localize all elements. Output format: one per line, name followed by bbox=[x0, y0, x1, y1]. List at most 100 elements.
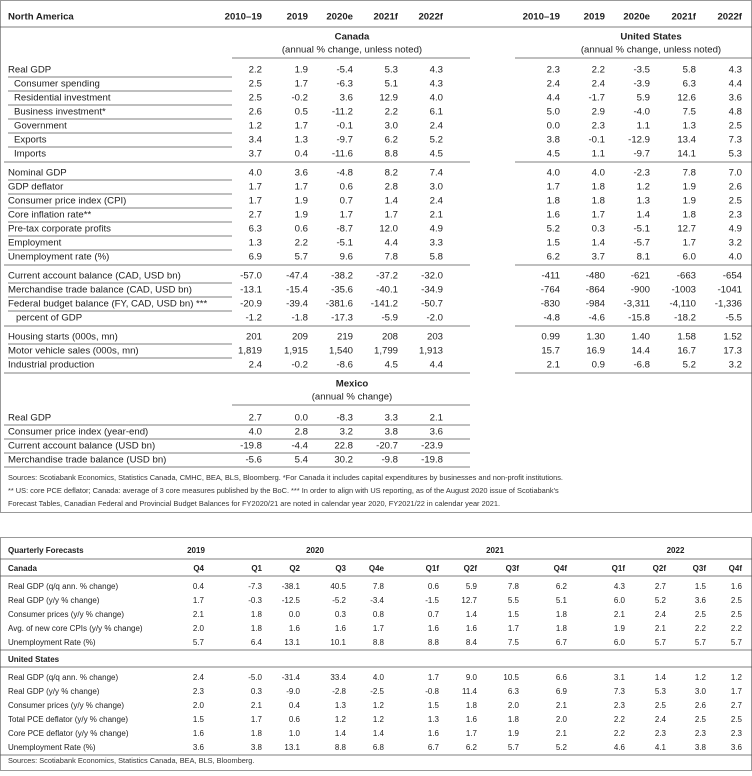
cell: -38.1 bbox=[282, 582, 301, 591]
row-label: Residential investment bbox=[14, 93, 111, 104]
cell: 4.4 bbox=[430, 360, 444, 371]
cell: -11.2 bbox=[332, 107, 353, 118]
cell: -8.7 bbox=[336, 224, 353, 235]
cell: -1.7 bbox=[588, 93, 605, 104]
cell: -480 bbox=[586, 271, 605, 282]
cell: 5.2 bbox=[547, 224, 560, 235]
cell: 1.7 bbox=[428, 673, 440, 682]
section-subtitle: (annual % change) bbox=[312, 392, 393, 403]
cell: 1.5 bbox=[428, 701, 440, 710]
cell: 2.4 bbox=[655, 715, 667, 724]
cell: 4.0 bbox=[592, 168, 605, 179]
row-label: Total PCE deflator (y/y % change) bbox=[8, 715, 128, 724]
cell: 2.2 bbox=[614, 729, 626, 738]
cell: 1.7 bbox=[385, 210, 398, 221]
cell: 3.2 bbox=[729, 238, 742, 249]
cell: 201 bbox=[246, 332, 262, 343]
cell: 1.9 bbox=[614, 624, 626, 633]
cell: -3.9 bbox=[633, 79, 650, 90]
cell: 1.6 bbox=[193, 729, 205, 738]
cell: -5.1 bbox=[633, 224, 650, 235]
section-title: United States bbox=[620, 32, 681, 43]
cell: 2.2 bbox=[295, 238, 308, 249]
cell: -5.2 bbox=[332, 596, 346, 605]
cell: -5.9 bbox=[381, 313, 398, 324]
cell: 1.7 bbox=[295, 121, 308, 132]
cell: 3.0 bbox=[385, 121, 398, 132]
cell: 2.4 bbox=[592, 79, 606, 90]
cell: 1.9 bbox=[683, 196, 696, 207]
cell: 2.5 bbox=[249, 93, 262, 104]
cell: 1.9 bbox=[295, 65, 308, 76]
cell: 4.1 bbox=[655, 743, 667, 752]
cell: 6.9 bbox=[249, 252, 262, 263]
cell: 3.6 bbox=[340, 93, 353, 104]
cell: 6.0 bbox=[614, 638, 626, 647]
column-header: 2019 bbox=[584, 12, 605, 23]
cell: 4.0 bbox=[430, 93, 443, 104]
cell: 2.0 bbox=[556, 715, 568, 724]
cell: 40.5 bbox=[330, 582, 346, 591]
cell: 1.1 bbox=[637, 121, 650, 132]
row-label: Nominal GDP bbox=[8, 168, 67, 179]
column-header: 2019 bbox=[287, 12, 308, 23]
cell: 1,915 bbox=[284, 346, 308, 357]
cell: 6.7 bbox=[428, 743, 440, 752]
cell: -0.8 bbox=[425, 687, 439, 696]
cell: 5.3 bbox=[385, 65, 398, 76]
row-label: Core PCE deflator (y/y % change) bbox=[8, 729, 129, 738]
cell: 7.3 bbox=[614, 687, 626, 696]
cell: 3.2 bbox=[340, 427, 353, 438]
cell: 12.0 bbox=[379, 224, 398, 235]
cell: 2.2 bbox=[695, 624, 707, 633]
cell: 7.5 bbox=[508, 638, 520, 647]
cell: 5.7 bbox=[655, 638, 667, 647]
cell: 13.1 bbox=[284, 638, 300, 647]
cell: -13.1 bbox=[240, 285, 262, 296]
cell: 7.8 bbox=[508, 582, 520, 591]
cell: 4.3 bbox=[614, 582, 626, 591]
cell: 2.5 bbox=[729, 121, 742, 132]
cell: 9.6 bbox=[340, 252, 353, 263]
cell: 6.9 bbox=[556, 687, 568, 696]
cell: 4.0 bbox=[249, 427, 262, 438]
cell: -6.3 bbox=[336, 79, 353, 90]
row-label: Industrial production bbox=[8, 360, 94, 371]
cell: 3.6 bbox=[695, 596, 707, 605]
table-title: North America bbox=[8, 12, 74, 23]
cell: 1.7 bbox=[249, 182, 262, 193]
cell: -764 bbox=[541, 285, 561, 296]
column-header: 2010–19 bbox=[523, 12, 560, 23]
cell: 7.8 bbox=[683, 168, 696, 179]
cell: 30.2 bbox=[334, 455, 353, 466]
row-label: Pre-tax corporate profits bbox=[8, 224, 111, 235]
cell: 2.7 bbox=[655, 582, 667, 591]
cell: -39.4 bbox=[286, 299, 309, 310]
row-label: Employment bbox=[8, 238, 62, 249]
cell: 8.8 bbox=[385, 149, 398, 160]
cell: 8.8 bbox=[335, 743, 347, 752]
cell: 3.8 bbox=[385, 427, 398, 438]
quarter-header: Q4f bbox=[554, 564, 568, 573]
cell: -4.8 bbox=[543, 313, 560, 324]
cell: -6.8 bbox=[633, 360, 650, 371]
cell: 1.2 bbox=[637, 182, 650, 193]
cell: 3.6 bbox=[193, 743, 205, 752]
cell: -5.7 bbox=[633, 238, 650, 249]
section-title: Mexico bbox=[336, 379, 369, 390]
row-label: Real GDP (y/y % change) bbox=[8, 596, 100, 605]
section-subtitle: (annual % change, unless noted) bbox=[282, 45, 422, 56]
cell: 2.3 bbox=[731, 729, 743, 738]
cell: 1.6 bbox=[335, 624, 347, 633]
cell: -57.0 bbox=[240, 271, 262, 282]
cell: 4.0 bbox=[373, 673, 385, 682]
cell: 0.0 bbox=[295, 413, 308, 424]
cell: 5.1 bbox=[556, 596, 568, 605]
cell: 2.5 bbox=[729, 196, 742, 207]
row-label: Unemployment Rate (%) bbox=[8, 743, 96, 752]
cell: -5.0 bbox=[248, 673, 262, 682]
cell: -40.1 bbox=[376, 285, 398, 296]
cell: 3.0 bbox=[430, 182, 443, 193]
cell: 5.2 bbox=[430, 135, 443, 146]
